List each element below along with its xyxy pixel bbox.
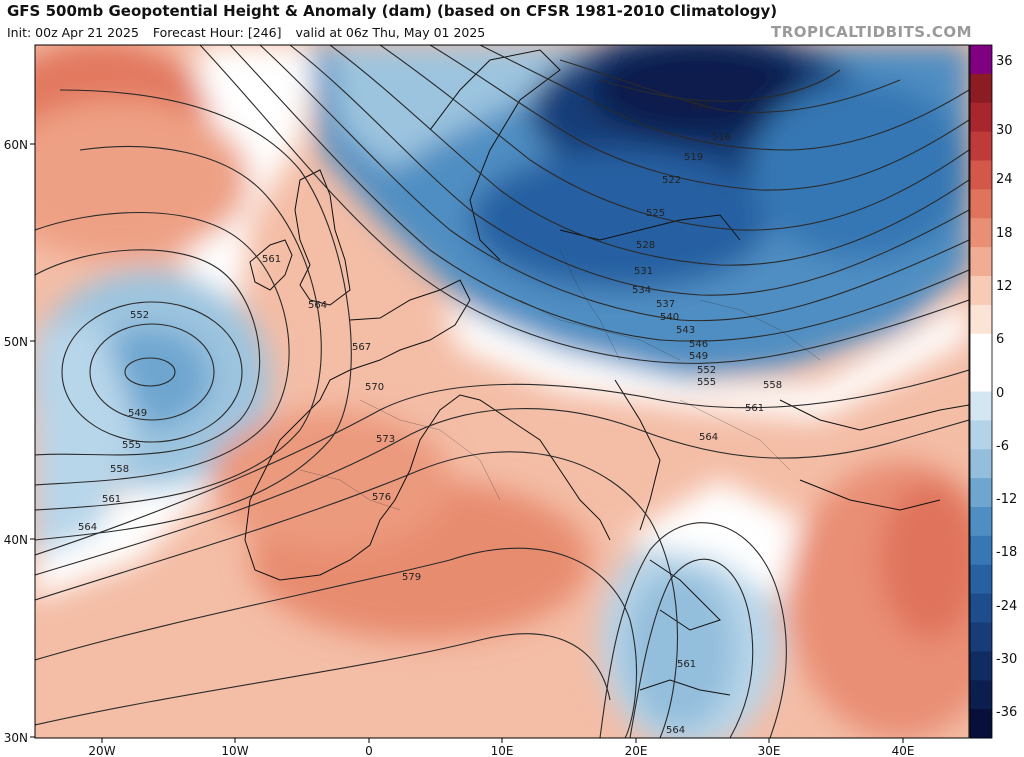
- contour-label: 555: [697, 377, 716, 388]
- contour-label: 549: [128, 408, 147, 419]
- lon-label: 20W: [88, 744, 115, 757]
- coastlines: [244, 49, 969, 696]
- contour-label: 555: [122, 440, 141, 451]
- colorbar-label: 24: [996, 172, 1013, 187]
- contour-label: 543: [676, 325, 695, 336]
- colorbar-swatch: [970, 102, 992, 133]
- colorbar-swatch: [970, 651, 992, 681]
- colorbar-swatch: [970, 45, 992, 75]
- lat-label: 50N: [4, 335, 28, 349]
- colorbar-swatch: [970, 593, 992, 623]
- colorbar-swatch: [970, 420, 992, 450]
- colorbar-label: 0: [996, 386, 1004, 401]
- contour-label: 567: [352, 342, 371, 353]
- contour-label: 522: [662, 175, 681, 186]
- colorbar-label: 30: [996, 123, 1013, 138]
- valid-time: valid at 06z Thu, May 01 2025: [295, 25, 486, 40]
- colorbar-swatch: [970, 564, 992, 595]
- contour-label: 579: [402, 572, 421, 583]
- contour-label: 510: [690, 100, 709, 111]
- contour-label: 561: [102, 494, 121, 505]
- colorbar-swatch: [970, 622, 992, 652]
- colorbar-swatch: [970, 709, 992, 739]
- colorbar-label: -30: [996, 652, 1017, 667]
- map-area: 561 564 567 570 573 576 579 552 549 555 …: [35, 45, 969, 738]
- colorbar-label: 18: [996, 226, 1013, 241]
- lon-label: 40E: [892, 744, 915, 757]
- colorbar-swatch: [970, 680, 992, 710]
- colorbar-label: 12: [996, 279, 1013, 294]
- contour-label: 576: [372, 492, 391, 503]
- colorbar-swatch: [970, 218, 992, 248]
- lon-axis: 20W 10W 0 10E 20E 30E 40E: [88, 738, 914, 757]
- colorbar-swatch: [970, 507, 992, 537]
- contour-label: 564: [78, 522, 97, 533]
- lon-label: 0: [365, 744, 373, 757]
- lon-label: 10W: [221, 744, 248, 757]
- lon-label: 30E: [758, 744, 781, 757]
- site-credit: TROPICALTIDBITS.COM: [771, 23, 972, 41]
- contour-label: 552: [130, 310, 149, 321]
- colorbar-label: -6: [996, 439, 1009, 454]
- contour-label: 564: [666, 725, 685, 736]
- contour-label: 546: [689, 339, 708, 350]
- colorbar-swatch: [970, 131, 992, 161]
- contour-label: 519: [684, 152, 703, 163]
- contour-labels: 561 564 567 570 573 576 579 552 549 555 …: [78, 100, 782, 736]
- lat-label: 40N: [4, 533, 28, 547]
- contour-label: 537: [656, 299, 675, 310]
- colorbar-swatch: [970, 333, 992, 364]
- borders: [299, 249, 821, 511]
- colorbar-label: 36: [996, 54, 1013, 69]
- lat-axis: 60N 50N 40N 30N: [4, 138, 35, 745]
- colorbar-labels: 36 30 24 18 12 6 0 -6 -12 -18 -24 -30 -3…: [996, 54, 1017, 720]
- map-subtitle: Init: 00z Apr 21 2025 Forecast Hour: [24…: [7, 25, 495, 40]
- contour-label: 564: [699, 432, 718, 443]
- lon-label: 20E: [625, 744, 648, 757]
- colorbar-swatch: [970, 478, 992, 508]
- contour-label: 573: [376, 434, 395, 445]
- colorbar-swatch: [970, 276, 992, 306]
- colorbar-swatch: [970, 362, 992, 392]
- contour-label: 525: [646, 208, 665, 219]
- colorbar-label: -18: [996, 545, 1017, 560]
- colorbar-label: -36: [996, 705, 1017, 720]
- height-contours: [35, 45, 969, 738]
- lat-label: 30N: [4, 731, 28, 745]
- contour-label: 558: [110, 464, 129, 475]
- colorbar-swatch: [970, 535, 992, 566]
- colorbar-swatch: [970, 73, 992, 104]
- colorbar-swatch: [970, 247, 992, 277]
- colorbar-swatch: [970, 189, 992, 219]
- lon-label: 10E: [491, 744, 514, 757]
- colorbar-swatch: [970, 449, 992, 479]
- colorbar-label: -12: [996, 492, 1017, 507]
- contour-label: 564: [308, 300, 327, 311]
- colorbar-swatch: [970, 160, 992, 190]
- contour-label: 540: [660, 312, 679, 323]
- contour-label: 516: [712, 132, 731, 143]
- contour-label: 561: [262, 254, 281, 265]
- colorbar-label: 6: [996, 332, 1004, 347]
- colorbar-label: -24: [996, 599, 1017, 614]
- map-title: GFS 500mb Geopotential Height & Anomaly …: [7, 2, 778, 20]
- colorbar-swatch: [970, 304, 992, 335]
- contour-label: 534: [632, 285, 651, 296]
- forecast-hour: Forecast Hour: [246]: [152, 25, 282, 40]
- contour-label: 558: [763, 380, 782, 391]
- contour-label: 561: [745, 403, 764, 414]
- contour-label: 528: [636, 240, 655, 251]
- colorbar-swatch: [970, 391, 992, 421]
- lat-label: 60N: [4, 138, 28, 152]
- contour-label: 570: [365, 382, 384, 393]
- contour-label: 549: [689, 351, 708, 362]
- colorbar: [969, 44, 993, 739]
- contour-label: 552: [697, 365, 716, 376]
- contour-label: 531: [634, 266, 653, 277]
- init-time: Init: 00z Apr 21 2025: [7, 25, 139, 40]
- colorbar-frame: [969, 44, 993, 739]
- contour-label: 561: [677, 659, 696, 670]
